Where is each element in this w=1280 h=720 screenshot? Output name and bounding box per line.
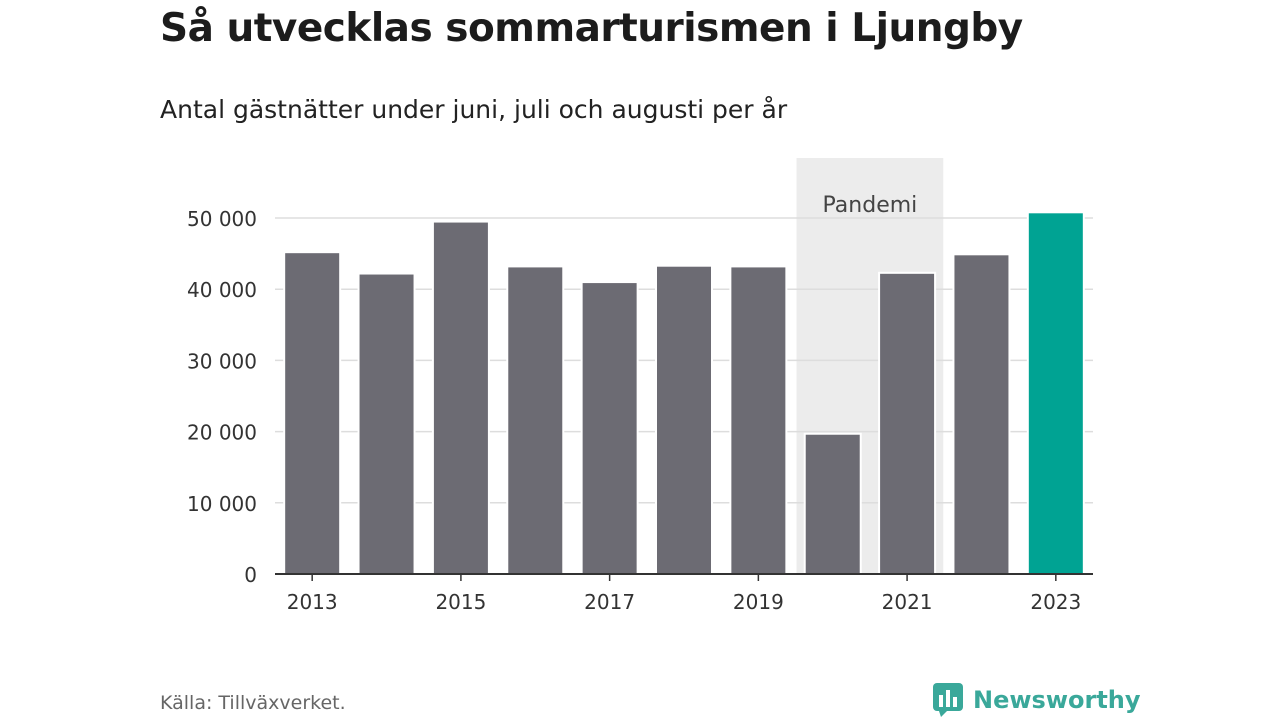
y-tick-label: 10 000 [187,492,257,516]
bar-2023 [1026,211,1085,576]
y-tick-label: 20 000 [187,421,257,445]
bar-2016 [506,265,565,575]
brand-logo: Newsworthy [933,683,1141,717]
y-tick-label: 0 [244,563,257,587]
x-tick-label: 2017 [584,590,635,614]
y-tick-label: 50 000 [187,207,257,231]
x-tick-label: 2019 [733,590,784,614]
bar-2022 [952,253,1011,575]
bar-2020 [803,432,862,575]
y-tick-label: 30 000 [187,349,257,373]
pandemic-label: Pandemi [823,193,918,218]
x-tick-label: 2013 [287,590,338,614]
bar-2013 [283,251,342,575]
chart-subtitle: Antal gästnätter under juni, juli och au… [160,95,788,124]
bar-2018 [655,264,713,575]
bar-chart: Pandemi 0 10 000 20 000 30 000 40 000 50 000 20… [187,158,1093,614]
bar-2019 [729,265,788,575]
bar-2014 [357,272,416,575]
y-tick-label: 40 000 [187,278,257,302]
brand-name: Newsworthy [973,686,1141,714]
x-tick-label: 2023 [1030,590,1081,614]
x-tick-label: 2015 [435,590,486,614]
chart-title: Så utvecklas sommarturismen i Ljungby [160,6,1023,51]
newsworthy-chart-bubble-icon [933,683,963,717]
bar-2021 [878,271,937,575]
bar-2015 [431,220,490,575]
x-tick-label: 2021 [882,590,933,614]
bar-2017 [580,281,639,575]
source-note: Källa: Tillväxverket. [160,692,346,714]
